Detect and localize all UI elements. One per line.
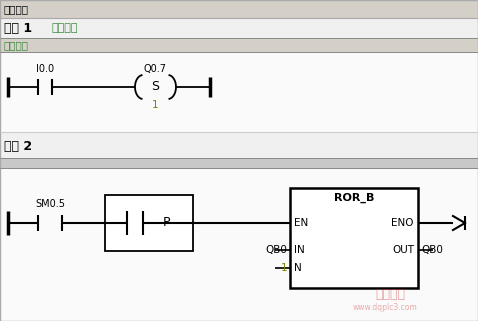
Text: P: P xyxy=(163,216,171,230)
Text: ENO: ENO xyxy=(391,218,414,228)
Bar xyxy=(290,188,418,288)
Bar xyxy=(0,168,478,321)
Text: 1: 1 xyxy=(152,100,158,110)
Text: SM0.5: SM0.5 xyxy=(35,199,65,209)
Text: N: N xyxy=(294,263,302,273)
Text: OUT: OUT xyxy=(392,245,414,255)
Bar xyxy=(0,132,478,136)
Text: QB0: QB0 xyxy=(265,245,287,255)
Bar xyxy=(0,38,478,52)
Text: Q0.7: Q0.7 xyxy=(143,64,166,74)
Bar xyxy=(0,158,478,168)
Text: 电工天下: 电工天下 xyxy=(375,289,405,301)
Text: 网络注释: 网络注释 xyxy=(4,40,29,50)
Text: 网络 2: 网络 2 xyxy=(4,141,32,153)
Text: S: S xyxy=(151,81,159,93)
Text: I0.0: I0.0 xyxy=(36,64,54,74)
Text: www.dqplc3.com: www.dqplc3.com xyxy=(353,303,417,313)
Text: EN: EN xyxy=(294,218,308,228)
Bar xyxy=(105,195,193,251)
Bar xyxy=(0,136,478,158)
Text: IN: IN xyxy=(294,245,305,255)
Bar xyxy=(0,52,478,132)
Bar xyxy=(0,0,478,18)
Bar xyxy=(0,18,478,38)
Text: ROR_B: ROR_B xyxy=(334,193,374,203)
Text: QB0: QB0 xyxy=(421,245,443,255)
Text: 网络标题: 网络标题 xyxy=(52,23,78,33)
Text: 网络 1: 网络 1 xyxy=(4,22,32,34)
Text: 程序注释: 程序注释 xyxy=(4,4,29,14)
Text: 1: 1 xyxy=(281,263,287,273)
